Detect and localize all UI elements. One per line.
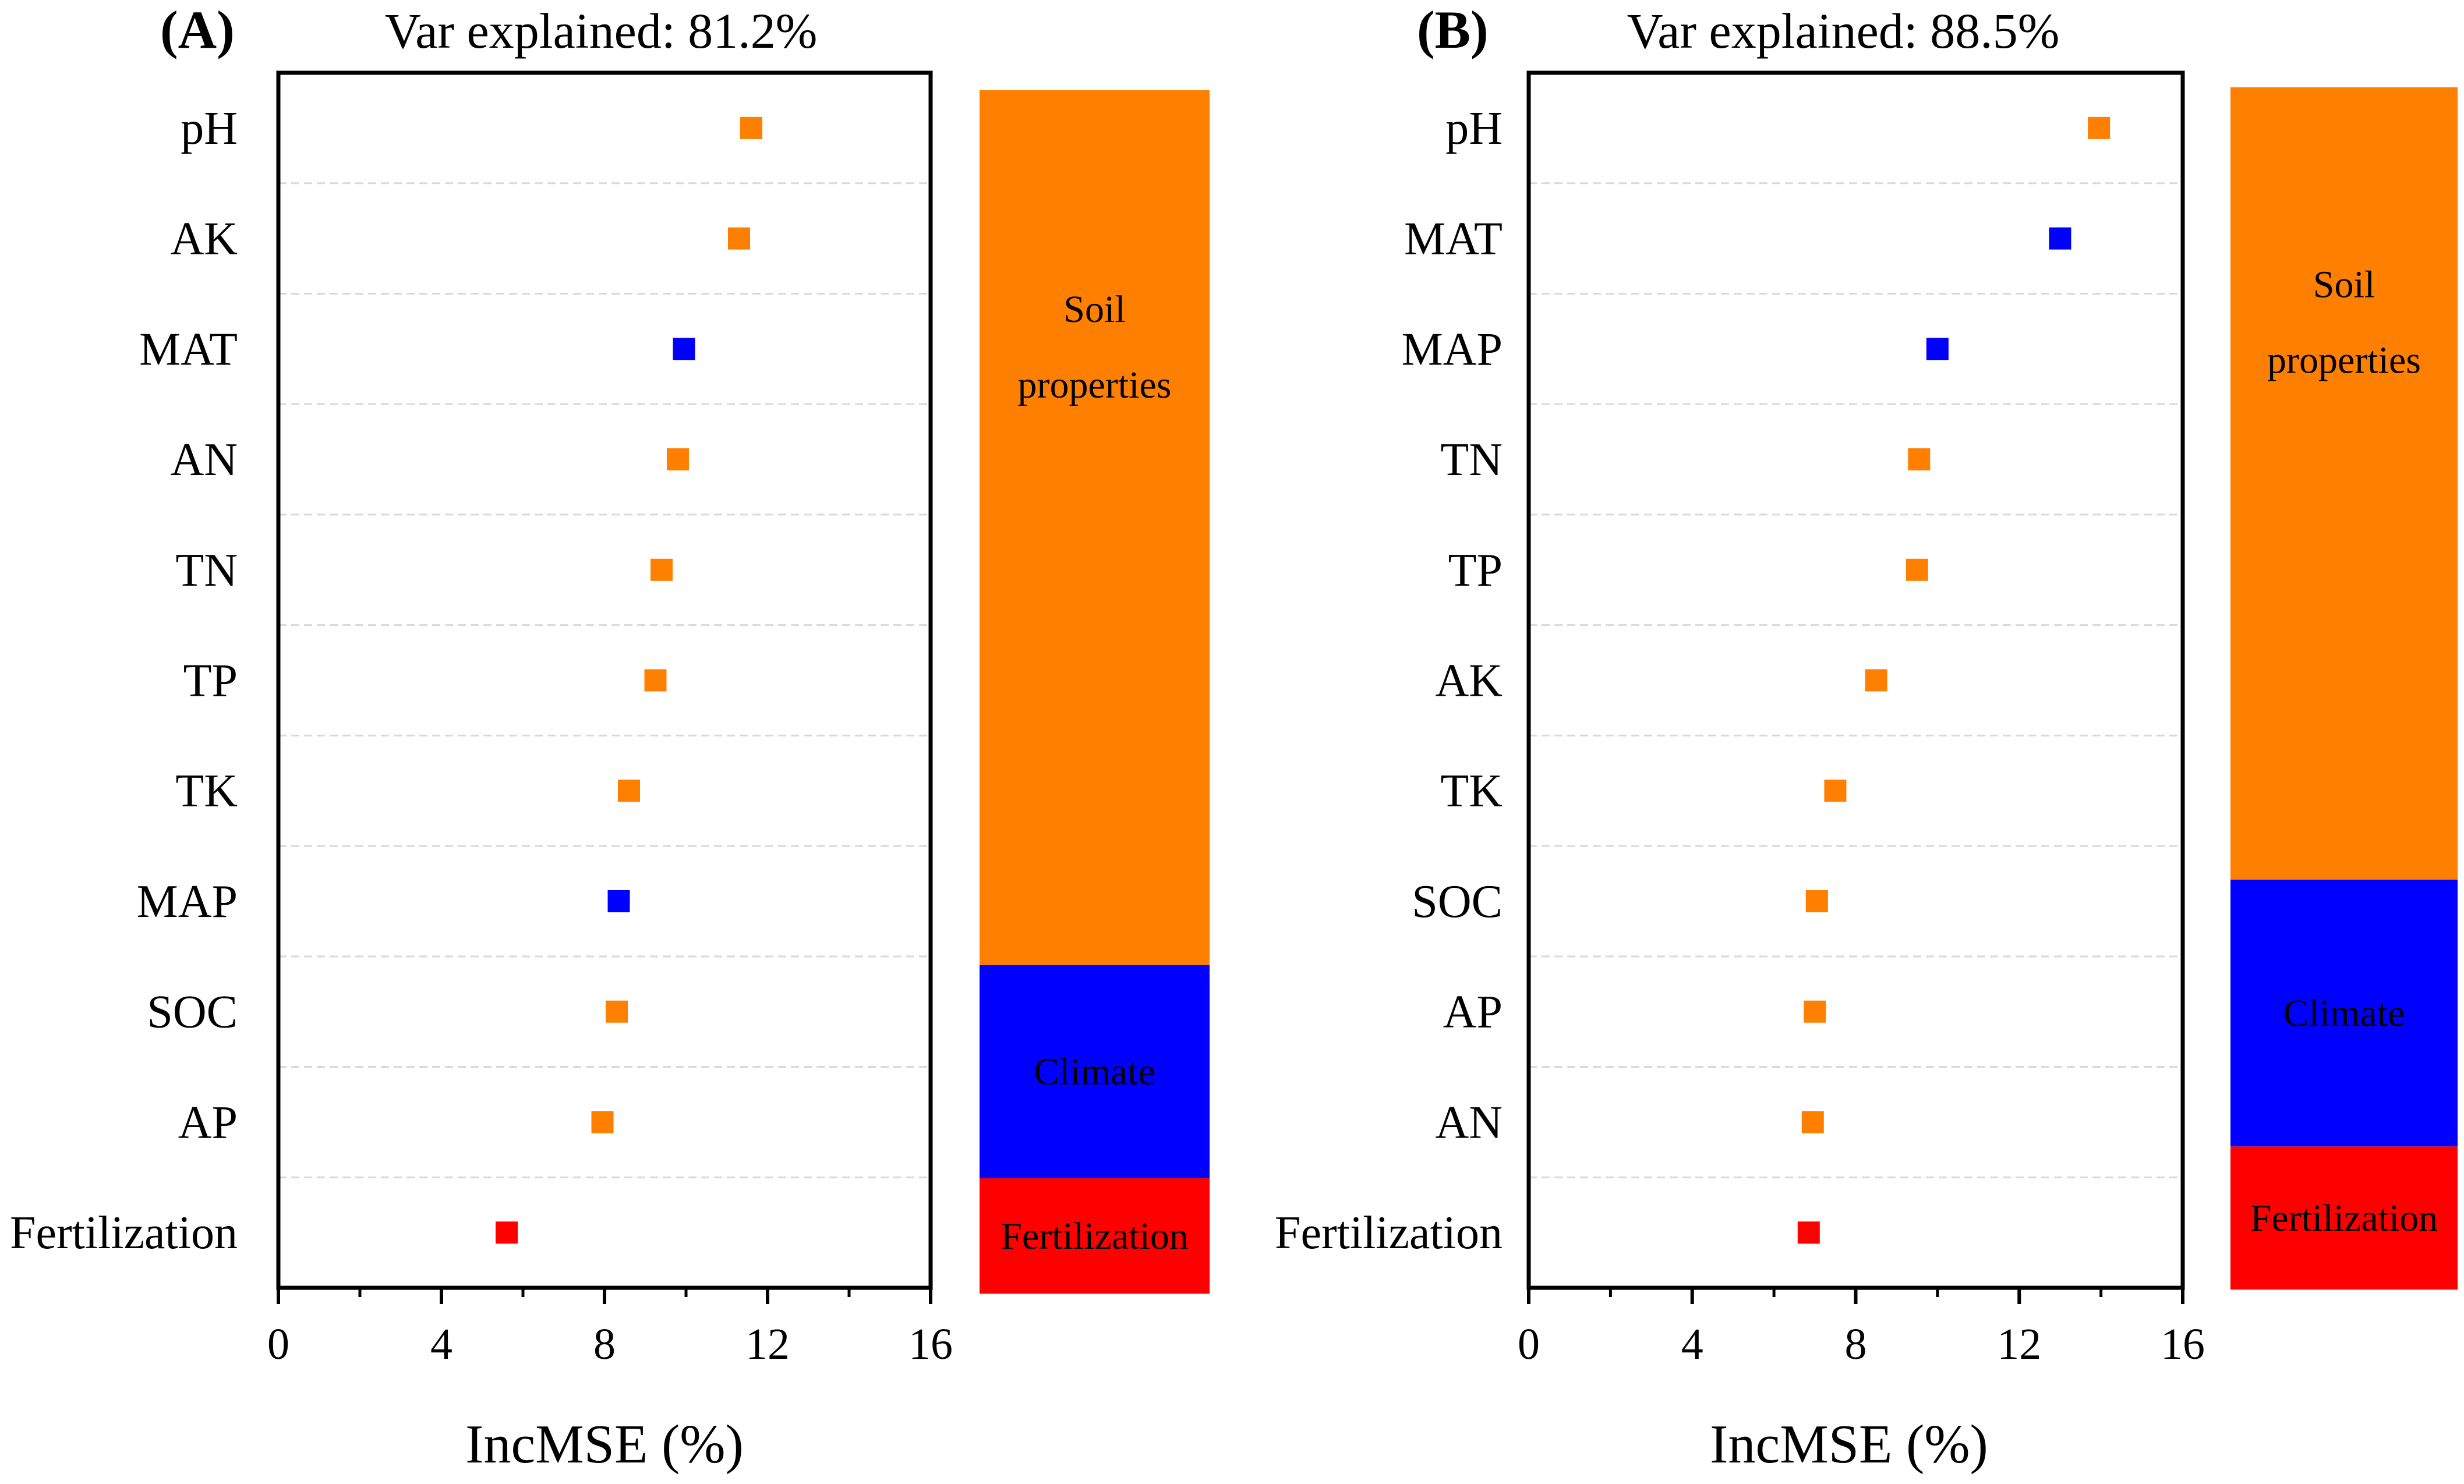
data-point-ak bbox=[728, 227, 750, 250]
x-tick-label: 8 bbox=[593, 1320, 616, 1369]
stack-label-soil: Soil bbox=[2313, 264, 2375, 306]
data-point-tp bbox=[1906, 558, 1928, 581]
stack-segment-fertilization bbox=[2230, 1146, 2458, 1290]
x-tick-label: 4 bbox=[430, 1320, 453, 1369]
data-point-fertilization bbox=[496, 1221, 518, 1244]
category-label: TN bbox=[175, 545, 238, 596]
category-label: SOC bbox=[147, 987, 238, 1038]
data-point-ph bbox=[740, 116, 762, 139]
panel-label: (B) bbox=[1417, 0, 1489, 59]
data-point-map bbox=[1926, 338, 1949, 360]
x-tick-label: 12 bbox=[745, 1320, 790, 1369]
panel-a: (A) Var explained: 81.2% 0 4 8 12 16 IncMSE (%)… bbox=[10, 0, 1210, 1475]
category-label: MAP bbox=[1402, 324, 1503, 375]
category-label: pH bbox=[181, 103, 238, 154]
category-label: AP bbox=[1443, 987, 1503, 1038]
data-point-tn bbox=[651, 558, 673, 581]
data-point-tn bbox=[1908, 448, 1931, 471]
x-tick-label: 16 bbox=[2161, 1320, 2205, 1369]
category-label: Fertilization bbox=[10, 1207, 238, 1259]
data-point-tk bbox=[618, 780, 640, 802]
data-point-soc bbox=[606, 1000, 628, 1023]
stack-label-soil: properties bbox=[2267, 339, 2421, 382]
plot-frame bbox=[1526, 70, 2185, 1290]
category-label: TK bbox=[1440, 766, 1503, 817]
data-point-ph bbox=[2088, 116, 2111, 139]
category-label: TP bbox=[183, 656, 238, 707]
data-point-mat bbox=[673, 338, 695, 360]
category-label: MAP bbox=[137, 876, 238, 927]
data-point-ap bbox=[591, 1111, 614, 1134]
data-point-mat bbox=[2049, 227, 2071, 250]
category-label: AN bbox=[1435, 1097, 1503, 1148]
data-point-ak bbox=[1865, 669, 1887, 692]
x-tick-label: 0 bbox=[1518, 1320, 1540, 1369]
category-label: MAT bbox=[1404, 214, 1503, 265]
plot-frame bbox=[276, 70, 933, 1290]
category-label: MAT bbox=[139, 324, 238, 375]
x-tick-label: 0 bbox=[267, 1320, 289, 1369]
chart-title: Var explained: 88.5% bbox=[1627, 3, 2060, 59]
data-point-fertilization bbox=[1797, 1221, 1820, 1244]
stack-label-soil: properties bbox=[1018, 364, 1172, 406]
x-tick-label: 12 bbox=[1997, 1320, 2041, 1369]
x-tick-label: 4 bbox=[1681, 1320, 1703, 1369]
stack-label-fertilization: Fertilization bbox=[1001, 1215, 1189, 1258]
x-tick-label: 16 bbox=[908, 1320, 953, 1369]
stack-label-climate: Climate bbox=[1034, 1051, 1155, 1093]
data-point-an bbox=[667, 448, 689, 471]
x-tick-label: 8 bbox=[1845, 1320, 1867, 1369]
category-label: AP bbox=[178, 1097, 238, 1148]
stack-segment-fertilization bbox=[980, 1178, 1210, 1294]
category-label: TK bbox=[175, 766, 238, 817]
category-label: AK bbox=[170, 214, 238, 265]
category-label: TN bbox=[1440, 434, 1503, 486]
data-point-map bbox=[607, 890, 630, 912]
stack-label-soil: Soil bbox=[1063, 288, 1125, 331]
stack-segment-soil bbox=[2230, 87, 2458, 880]
chart-title: Var explained: 81.2% bbox=[385, 3, 818, 59]
category-label: AN bbox=[170, 434, 238, 486]
category-label: SOC bbox=[1412, 876, 1503, 927]
data-point-an bbox=[1801, 1111, 1824, 1134]
data-point-tp bbox=[644, 669, 667, 692]
data-point-soc bbox=[1805, 890, 1828, 912]
category-label: pH bbox=[1445, 103, 1503, 154]
panel-label: (A) bbox=[160, 0, 235, 59]
stack-segment-soil bbox=[980, 90, 1210, 965]
category-label: TP bbox=[1448, 545, 1503, 596]
stack-segment-climate bbox=[2230, 879, 2458, 1147]
x-axis-label: IncMSE (%) bbox=[465, 1414, 744, 1475]
category-label: AK bbox=[1435, 656, 1503, 707]
x-axis-label: IncMSE (%) bbox=[1710, 1414, 1988, 1475]
data-point-tk bbox=[1824, 780, 1847, 802]
data-point-ap bbox=[1804, 1000, 1826, 1023]
stack-label-fertilization: Fertilization bbox=[2250, 1197, 2438, 1239]
panel-b: (B) Var explained: 88.5% 0 4 8 12 16 IncMSE (%)… bbox=[1275, 0, 2458, 1475]
stack-label-climate: Climate bbox=[2283, 992, 2405, 1035]
category-label: Fertilization bbox=[1275, 1207, 1503, 1259]
stack-segment-climate bbox=[980, 965, 1210, 1178]
